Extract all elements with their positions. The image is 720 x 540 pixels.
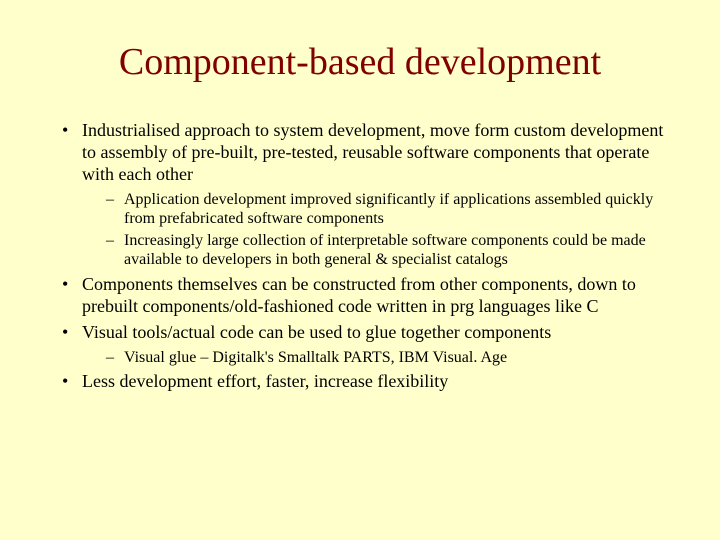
slide: Component-based development Industrialis… [0, 0, 720, 540]
bullet-item: Less development effort, faster, increas… [62, 371, 670, 393]
bullet-text: Visual tools/actual code can be used to … [82, 322, 551, 342]
bullet-text: Industrialised approach to system develo… [82, 120, 663, 184]
sub-item: Application development improved signifi… [106, 190, 670, 229]
bullet-item: Components themselves can be constructed… [62, 274, 670, 318]
bullet-text: Components themselves can be constructed… [82, 274, 636, 316]
bullet-item: Visual tools/actual code can be used to … [62, 322, 670, 367]
sub-item: Increasingly large collection of interpr… [106, 231, 670, 270]
bullet-list: Industrialised approach to system develo… [50, 120, 670, 393]
sub-list: Visual glue – Digitalk's Smalltalk PARTS… [82, 348, 670, 368]
sub-list: Application development improved signifi… [82, 190, 670, 270]
bullet-item: Industrialised approach to system develo… [62, 120, 670, 270]
slide-title: Component-based development [50, 40, 670, 84]
sub-item: Visual glue – Digitalk's Smalltalk PARTS… [106, 348, 670, 368]
bullet-text: Less development effort, faster, increas… [82, 371, 448, 391]
